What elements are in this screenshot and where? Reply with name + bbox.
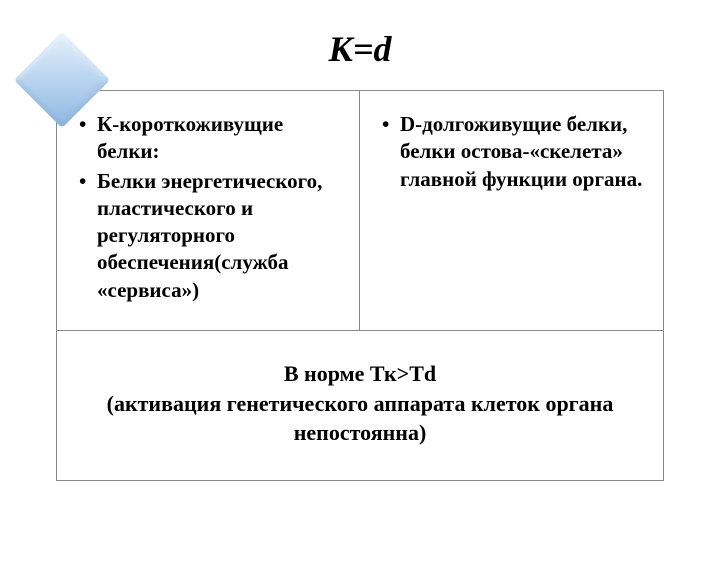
table-row-top: К-короткоживущие белки: Белки энергетиче… xyxy=(57,91,663,331)
bottom-line-2: (активация генетического аппарата клеток… xyxy=(97,389,623,448)
right-list: D-долгоживущие белки, белки остова-«скел… xyxy=(378,111,645,193)
list-item: D-долгоживущие белки, белки остова-«скел… xyxy=(378,111,645,193)
content-table: К-короткоживущие белки: Белки энергетиче… xyxy=(56,90,664,481)
list-item: Белки энергетического, пластического и р… xyxy=(75,168,341,304)
table-cell-bottom: В норме Тк>Тd (активация генетического а… xyxy=(57,331,663,480)
table-cell-right: D-долгоживущие белки, белки остова-«скел… xyxy=(360,91,663,330)
left-list: К-короткоживущие белки: Белки энергетиче… xyxy=(75,111,341,304)
list-item: К-короткоживущие белки: xyxy=(75,111,341,166)
bottom-line-1: В норме Тк>Тd xyxy=(97,359,623,389)
slide-title: К=d xyxy=(0,28,720,70)
table-cell-left: К-короткоживущие белки: Белки энергетиче… xyxy=(57,91,360,330)
